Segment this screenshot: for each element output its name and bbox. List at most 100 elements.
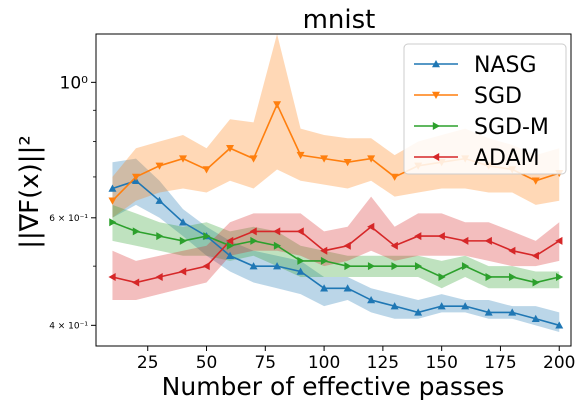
point-sgd-m: [297, 256, 305, 265]
point-sgd-m: [320, 256, 329, 265]
point-sgd: [155, 162, 164, 170]
legend-box: [403, 43, 567, 175]
legend-label-sgd: SGD: [474, 84, 522, 109]
point-sgd: [202, 166, 211, 174]
x-axis-ticks: 25 50 75 100 125 150 175 200: [137, 346, 575, 373]
y-tick-label: 4 × 10⁻¹: [49, 321, 88, 331]
point-nasg: [367, 296, 376, 304]
point-nasg: [108, 184, 117, 192]
x-tick-label: 100: [308, 353, 340, 373]
point-sgd-m: [344, 262, 352, 271]
chart-title: mnist: [303, 5, 376, 35]
x-tick-label: 175: [484, 353, 516, 373]
point-sgd-m: [461, 262, 470, 271]
point-nasg: [437, 302, 446, 310]
point-sgd: [226, 145, 235, 153]
point-nasg: [414, 308, 423, 316]
x-tick-label: 75: [254, 353, 276, 373]
point-adam: [131, 278, 140, 287]
point-adam: [273, 227, 281, 236]
point-nasg: [343, 284, 352, 292]
point-sgd-m: [438, 272, 446, 281]
point-sgd-m: [273, 241, 282, 250]
point-adam: [531, 251, 539, 260]
legend-label-adam: ADAM: [474, 146, 540, 171]
point-adam: [555, 236, 563, 245]
point-sgd: [108, 197, 117, 205]
point-adam: [155, 272, 163, 281]
point-sgd: [249, 155, 258, 163]
y-tick-label: 10⁰: [60, 73, 89, 93]
point-adam: [179, 267, 187, 276]
point-sgd-m: [391, 262, 399, 271]
point-sgd-m: [132, 227, 140, 236]
point-nasg: [555, 321, 564, 329]
point-adam: [390, 241, 398, 250]
point-adam: [461, 236, 469, 245]
x-tick-label: 50: [196, 353, 218, 373]
point-nasg: [390, 302, 399, 310]
point-nasg: [273, 262, 282, 270]
point-sgd: [296, 151, 305, 160]
legend-label-sgd-m: SGD-M: [474, 115, 549, 140]
point-adam: [249, 227, 257, 236]
point-adam: [414, 232, 422, 241]
point-nasg: [484, 308, 493, 316]
point-sgd-m: [179, 236, 188, 245]
legend-marker-sgd: [432, 91, 440, 99]
point-sgd-m: [250, 236, 258, 245]
line-sgd-m: [112, 221, 560, 284]
point-sgd: [320, 155, 329, 163]
point-nasg: [320, 284, 329, 292]
band-sgd-m: [112, 204, 560, 289]
point-nasg: [531, 314, 540, 322]
y-tick-label: 6 × 10⁻¹: [49, 214, 88, 224]
point-adam: [320, 246, 328, 255]
x-tick-label: 125: [367, 353, 399, 373]
x-tick-label: 200: [543, 353, 575, 373]
point-adam: [508, 246, 516, 255]
point-adam: [226, 236, 234, 245]
point-sgd: [367, 155, 376, 163]
point-sgd-m: [203, 232, 211, 241]
point-nasg: [179, 218, 188, 226]
point-adam: [202, 262, 210, 271]
x-tick-label: 25: [137, 353, 159, 373]
point-sgd: [343, 158, 352, 167]
point-sgd-m: [485, 272, 493, 281]
point-adam: [343, 241, 351, 250]
point-adam: [367, 222, 375, 231]
point-sgd-m: [414, 262, 423, 271]
point-sgd-m: [156, 232, 164, 241]
point-nasg: [249, 262, 258, 270]
point-nasg: [155, 196, 164, 204]
point-adam: [108, 272, 116, 281]
point-adam: [296, 227, 304, 236]
point-sgd-m: [556, 272, 564, 281]
legend-marker-sgd-m: [432, 122, 440, 130]
point-nasg: [296, 267, 305, 275]
point-sgd: [131, 173, 140, 181]
legend-marker-nasg: [432, 60, 440, 68]
legend-marker-adam: [432, 153, 440, 161]
point-nasg: [508, 308, 517, 316]
line-nasg: [112, 179, 560, 327]
point-nasg: [226, 251, 235, 259]
point-sgd-m: [367, 262, 376, 271]
point-adam: [437, 232, 445, 241]
series-markers: [108, 101, 564, 329]
point-sgd-m: [226, 241, 235, 250]
x-axis-label: Number of effective passes: [162, 372, 505, 401]
point-sgd-m: [532, 278, 540, 287]
point-sgd: [179, 155, 188, 163]
legend-label-nasg: NASG: [474, 53, 537, 78]
point-nasg: [461, 302, 470, 310]
point-sgd-m: [509, 272, 517, 281]
point-sgd-m: [109, 218, 117, 227]
plot-frame: [95, 33, 572, 347]
point-sgd: [390, 173, 399, 181]
legend: NASG SGD SGD-M ADAM: [403, 43, 567, 175]
x-tick-label: 150: [425, 353, 457, 373]
point-adam: [484, 236, 492, 245]
